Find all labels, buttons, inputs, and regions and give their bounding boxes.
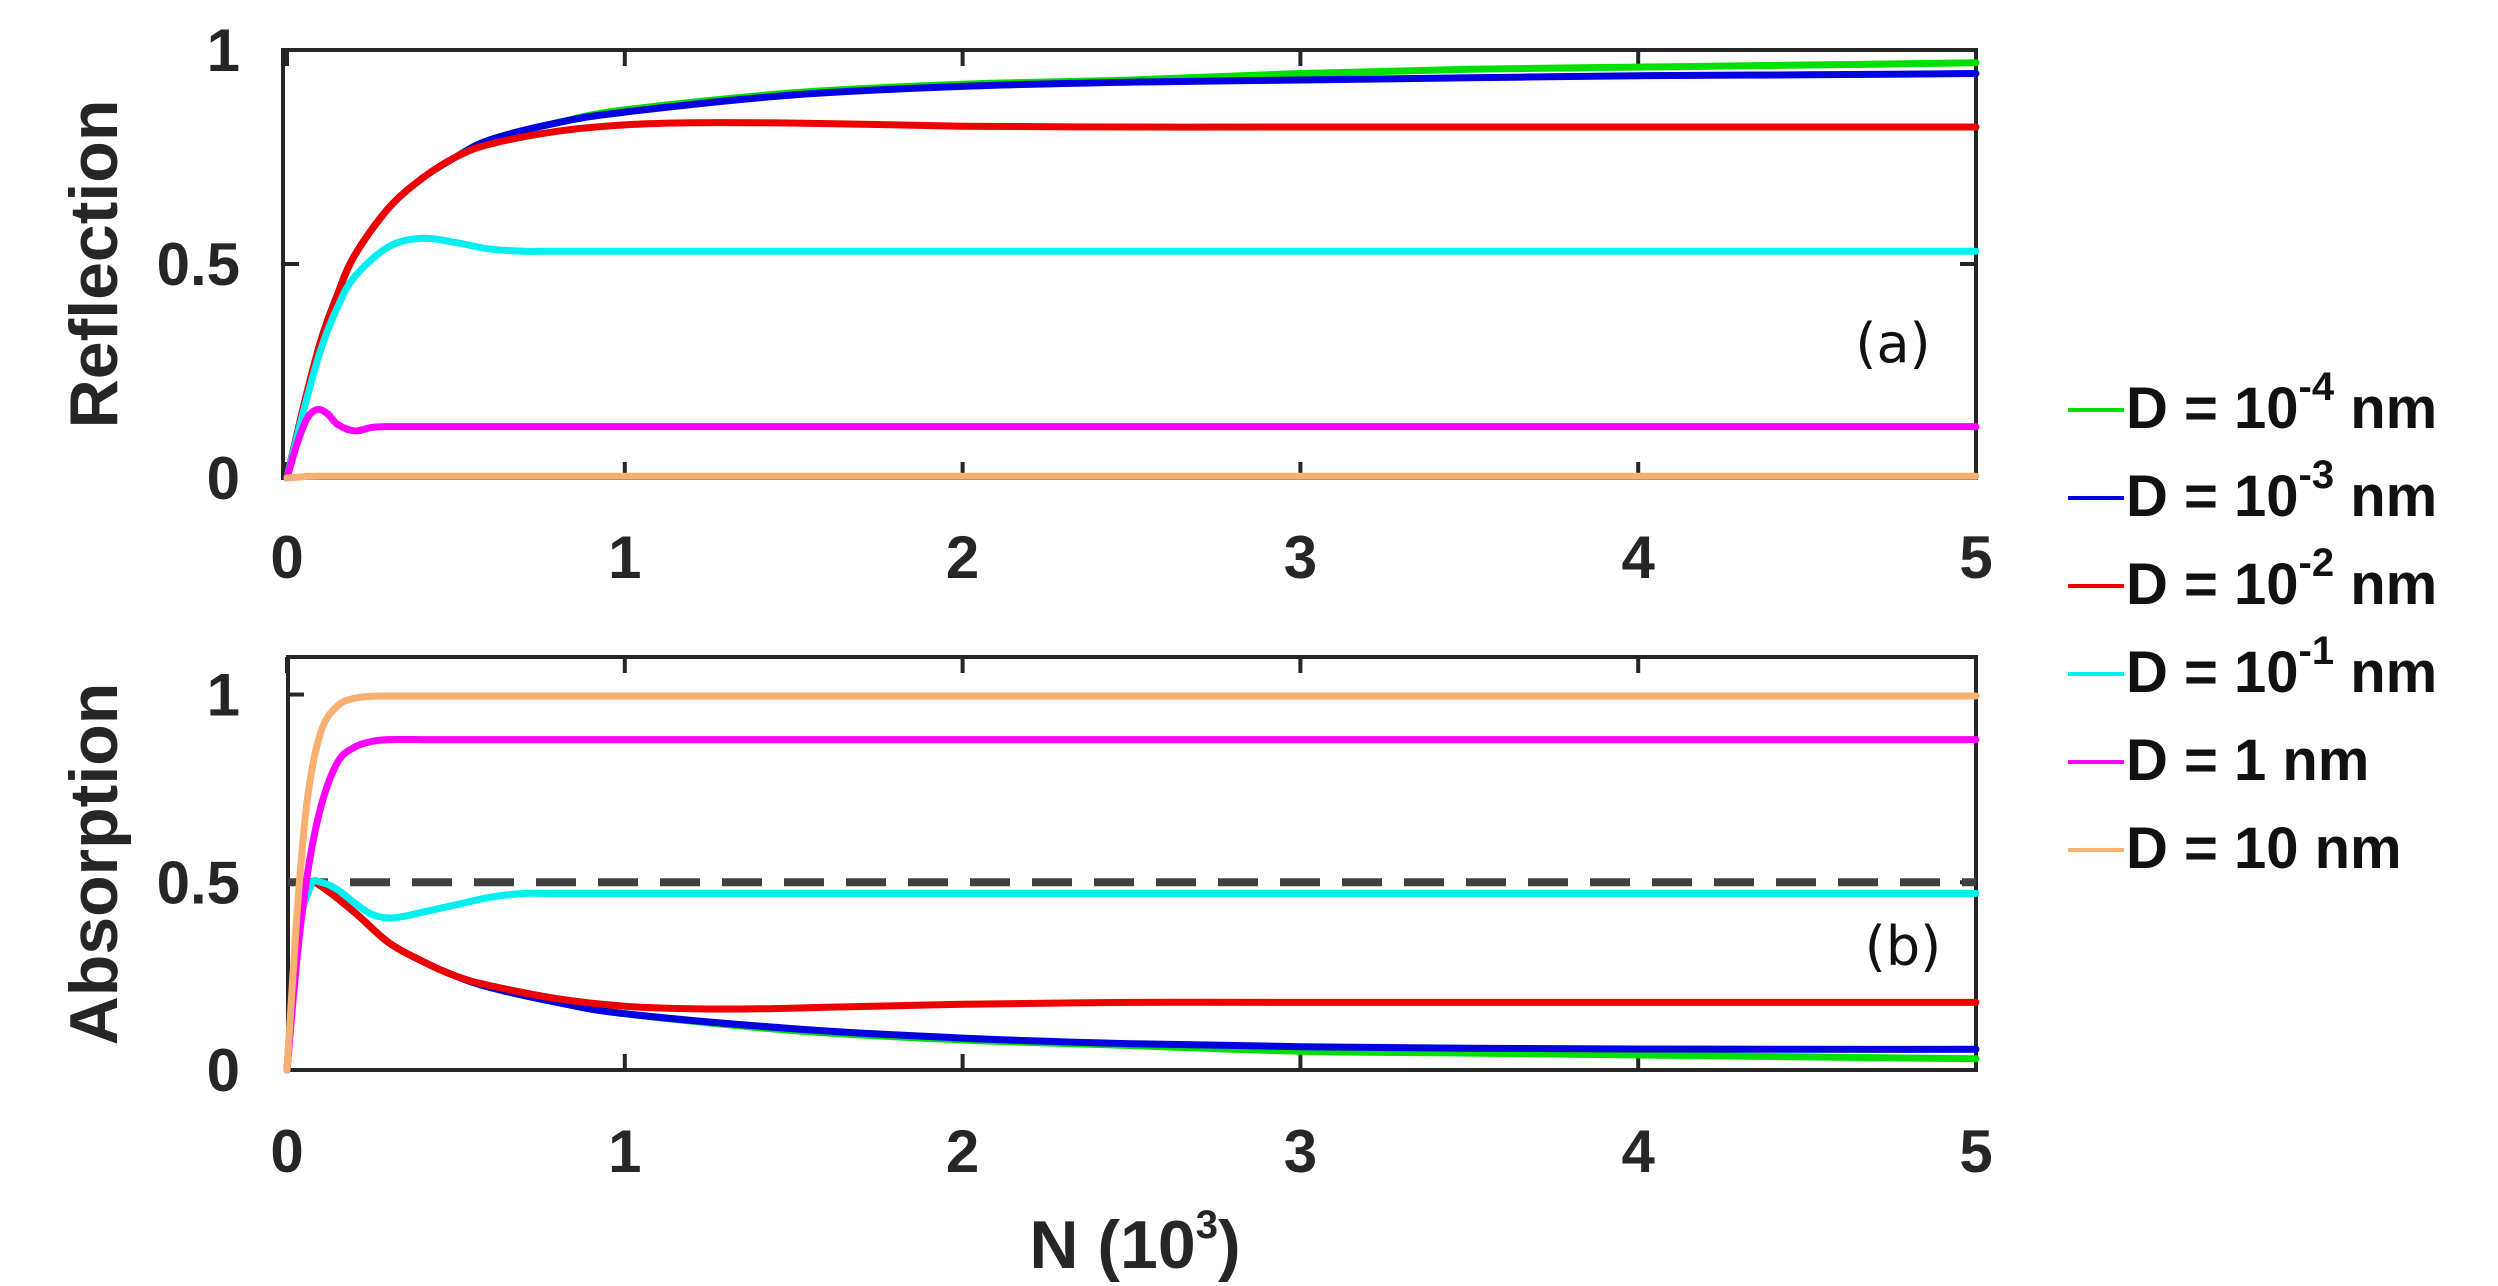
legend-label: D = 10-2 nm (2126, 541, 2437, 617)
panel-label-b: (b) (1865, 915, 1941, 978)
legend-label-exponent: -3 (2299, 453, 2335, 497)
legend-label: D = 10 nm (2126, 816, 2402, 881)
y-tick-label: 0 (207, 1037, 240, 1104)
x-tick-label: 4 (1622, 524, 1656, 591)
legend-label: D = 10-1 nm (2126, 629, 2437, 705)
absorption-plot-frame (286, 655, 1978, 1072)
legend-label-unit: nm (2334, 464, 2437, 529)
y-tick-label: 0.5 (157, 849, 240, 916)
x-tick-label: 1 (608, 1118, 641, 1185)
x-tick-label: 2 (946, 524, 979, 591)
x-tick-label: 0 (270, 524, 303, 591)
absorption-series-group (283, 692, 1980, 1074)
series-line-d1 (283, 735, 1980, 1074)
legend-item-d1: D = 1 nm (2068, 728, 2369, 793)
reflection-y-tick-labels: 00.51 (157, 17, 240, 512)
series-line-d1e-3 (283, 877, 1980, 1074)
series-line-d1 (283, 405, 1980, 482)
x-tick-label: 3 (1284, 1118, 1317, 1185)
x-axis-title-end: ) (1218, 1207, 1241, 1283)
absorption-axis-ticks (285, 657, 1978, 1072)
x-axis-title-exponent: 3 (1196, 1203, 1218, 1247)
panel-label-a: (a) (1855, 312, 1930, 375)
x-tick-label: 3 (1284, 524, 1317, 591)
x-tick-label: 5 (1959, 524, 1992, 591)
legend-label-text: D = 10 (2126, 376, 2299, 441)
series-line-d10 (283, 472, 1980, 482)
legend-item-d10: D = 10 nm (2068, 816, 2402, 881)
series-line-d10 (283, 692, 1980, 1074)
legend-label-unit: nm (2334, 376, 2437, 441)
legend-label-exponent: -1 (2299, 629, 2335, 673)
legend-label-unit: nm (2334, 640, 2437, 705)
series-line-d1e-1 (283, 876, 1980, 1074)
legend-label-text: D = 10 (2126, 552, 2299, 617)
reflection-series-group (283, 59, 1980, 482)
x-axis-title-main: N (10 (1029, 1207, 1195, 1283)
x-tick-label: 5 (1959, 1118, 1992, 1185)
legend-item-d1e-2: D = 10-2 nm (2068, 541, 2437, 617)
y-tick-label: 0 (207, 445, 240, 512)
y-tick-label: 0.5 (157, 231, 240, 298)
x-tick-label: 0 (270, 1118, 303, 1185)
legend: D = 10-4 nmD = 10-3 nmD = 10-2 nmD = 10-… (2068, 365, 2437, 881)
legend-item-d1e-3: D = 10-3 nm (2068, 453, 2437, 529)
legend-label-exponent: -2 (2299, 541, 2335, 585)
reflection-x-tick-labels: 0 1 2 3 4 5 (270, 524, 1992, 591)
absorption-y-tick-labels: 00.51 (157, 662, 240, 1104)
x-tick-label: 1 (608, 524, 641, 591)
series-line-d1e-1 (283, 234, 1980, 482)
reflection-plot-frame (281, 48, 1978, 480)
legend-item-d1e-4: D = 10-4 nm (2068, 365, 2437, 441)
legend-label: D = 1 nm (2126, 728, 2369, 793)
x-tick-label: 2 (946, 1118, 979, 1185)
reflection-axis-ticks (283, 48, 1978, 480)
series-line-d1e-2 (283, 877, 1980, 1074)
legend-label: D = 10-4 nm (2126, 365, 2437, 441)
absorption-y-axis-title: Absorption (56, 683, 132, 1046)
absorption-x-tick-labels: 0 1 2 3 4 5 (270, 1118, 1992, 1185)
legend-label-text: D = 1 nm (2126, 728, 2369, 793)
legend-label-text: D = 10 (2126, 464, 2299, 529)
legend-label-unit: nm (2334, 552, 2437, 617)
legend-label-text: D = 10 nm (2126, 816, 2402, 881)
reflection-y-axis-title: Reflection (56, 100, 132, 429)
legend-label-text: D = 10 (2126, 640, 2299, 705)
legend-label-exponent: -4 (2299, 365, 2335, 409)
legend-item-d1e-1: D = 10-1 nm (2068, 629, 2437, 705)
series-line-d1e-2 (283, 119, 1980, 482)
x-axis-title: N (103) (1029, 1203, 1240, 1283)
y-tick-label: 1 (207, 17, 240, 84)
x-tick-label: 4 (1622, 1118, 1656, 1185)
legend-label: D = 10-3 nm (2126, 453, 2437, 529)
y-tick-label: 1 (207, 662, 240, 729)
